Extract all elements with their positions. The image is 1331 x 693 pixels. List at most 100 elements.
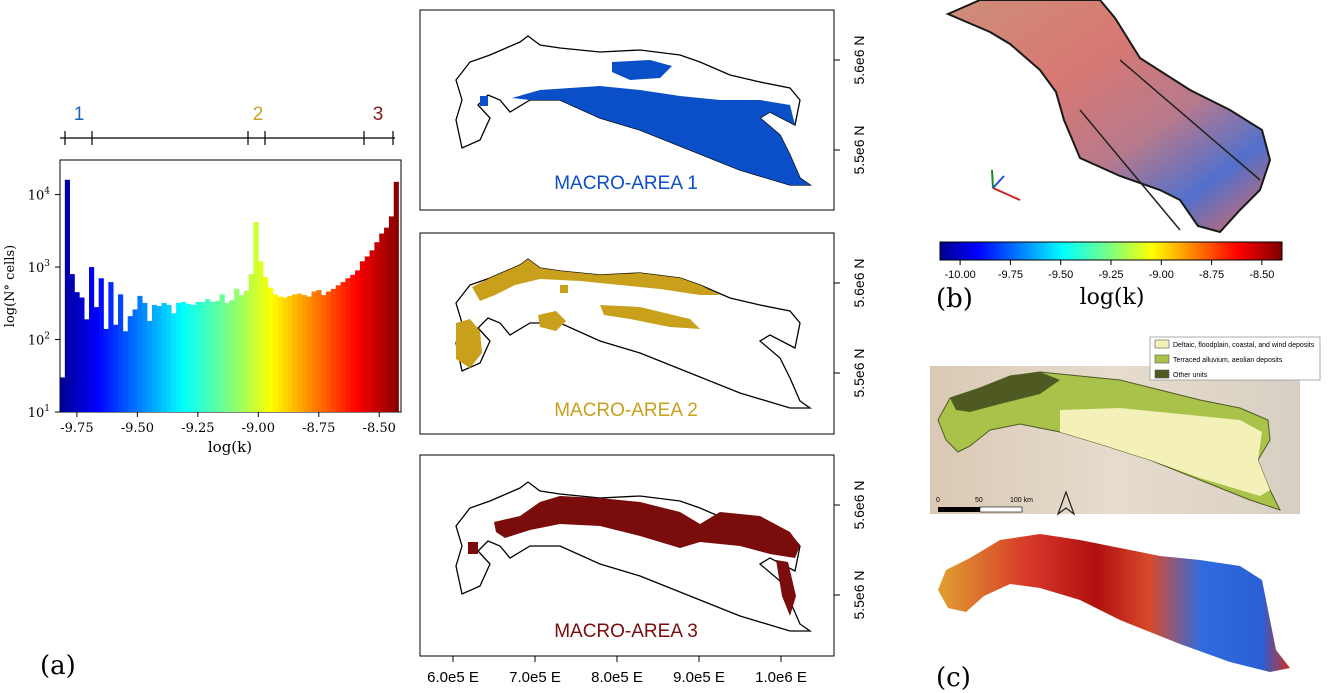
macro-area-maps: MACRO-AREA 1 MACRO-AREA 2 MACRO-AREA 3 5… (419, 9, 867, 686)
map-x-tick-label: 7.0e5 E (509, 669, 561, 686)
scale-bar-label-50: 50 (975, 497, 983, 504)
histogram-bar (137, 295, 143, 412)
panel-b-3d-model: -10.00 -9.75 -9.50 -9.25 -9.00 -8.75 -8.50 log… (936, 0, 1283, 314)
map-x-tick-label: 9.0e5 E (673, 669, 725, 686)
map-y-tick-label: 5.6e6 N (851, 258, 867, 307)
legend-swatch-other (1154, 369, 1170, 379)
area-patch (538, 311, 566, 331)
colorbar-tick-label: -9.25 (1098, 269, 1123, 281)
histogram-bar (229, 300, 235, 412)
histogram-bar (171, 313, 177, 412)
scale-bar-label-100: 100 km (1010, 497, 1033, 504)
area-patch (468, 542, 478, 554)
map-y-ticks: 5.6e6 N 5.5e6 N 5.6e6 N 5.5e6 N 5.6e6 N 5.5e6… (834, 35, 867, 620)
histogram-bar (345, 278, 351, 412)
histogram-bar (243, 290, 249, 412)
histogram-bar (113, 324, 119, 412)
histogram-bar (311, 291, 317, 412)
scale-bar-label-0: 0 (936, 497, 940, 504)
map-3 (455, 481, 813, 632)
legend-swatch-deltaic (1154, 339, 1170, 349)
legend-swatch-terraced (1154, 354, 1170, 364)
histogram-bar (185, 303, 191, 412)
map-y-tick-label: 5.5e6 N (851, 570, 867, 619)
histogram-bar (200, 301, 206, 412)
area-patch (512, 86, 810, 185)
histogram-bar (69, 274, 75, 412)
histogram-bar (355, 270, 361, 412)
legend-box (1149, 336, 1321, 381)
north-arrow-icon (1056, 490, 1076, 516)
histogram-bar (219, 294, 225, 412)
histogram-bar (209, 301, 216, 412)
colorbar-label: log(k) (1080, 285, 1145, 310)
histogram-bar (64, 179, 70, 412)
histogram-bar (238, 295, 245, 412)
histogram-bar (267, 287, 274, 412)
scale-bar: 0 50 100 km (936, 497, 1033, 513)
histogram-bar (263, 276, 269, 412)
area-patch (600, 305, 700, 329)
colorbar-tick-label: -10.00 (945, 269, 976, 281)
map-y-tick-label: 5.6e6 N (851, 480, 867, 529)
histogram-bar (98, 278, 104, 412)
histogram-y-tick-label: 103 (28, 259, 51, 276)
axis-triad-icon (991, 169, 1021, 201)
histogram-bar (393, 181, 399, 412)
colorbar-tick-label: -9.75 (998, 269, 1023, 281)
histogram-bar (321, 295, 327, 412)
histogram-bar (205, 299, 211, 412)
map-label-1: MACRO-AREA 1 (554, 173, 698, 194)
legend-label-deltaic: Deltaic, floodplain, coastal, and wind d… (1173, 342, 1315, 349)
histogram-bar (151, 304, 158, 412)
histogram-bar (326, 291, 332, 412)
histogram-x-tick-label: -8.75 (302, 421, 335, 436)
geology-deltaic-zone (1060, 408, 1270, 496)
histogram-bar (272, 294, 278, 412)
map-x-tick-label: 6.0e5 E (427, 669, 479, 686)
histogram-bar (277, 296, 283, 412)
map-label-3: MACRO-AREA 3 (554, 621, 698, 642)
histogram-bar (224, 302, 230, 412)
histogram-bar (340, 282, 346, 412)
histogram-bar (161, 302, 167, 412)
histogram-bar (214, 301, 220, 412)
histogram-bar (297, 293, 303, 412)
histogram-x-ticks: -9.75 -9.50 -9.25 -9.00 -8.75 -8.50 (60, 412, 396, 436)
histogram-bar (93, 307, 99, 412)
histogram-x-tick-label: -9.00 (242, 421, 275, 436)
macro-area-marker-scale: 1 2 3 (60, 104, 395, 145)
histogram-bar (60, 377, 66, 412)
map-1 (455, 35, 813, 186)
colorbar-tick-label: -9.50 (1048, 269, 1073, 281)
histogram-bar (195, 301, 201, 412)
histogram-bar (359, 261, 366, 412)
histogram-panel: -9.75 -9.50 -9.25 -9.00 -8.75 -8.50 101 102 103… (3, 104, 402, 681)
marker-label-3: 3 (373, 104, 384, 125)
legend-label-terraced: Terraced alluvium, aeolian deposits (1173, 357, 1283, 364)
histogram-bar (166, 304, 172, 412)
histogram-bar (89, 267, 95, 412)
panel-label-a: (a) (40, 651, 76, 681)
histogram-bar (156, 306, 162, 412)
geology-other-units (950, 372, 1060, 412)
histogram-bar (374, 242, 380, 412)
histogram-y-tick-label: 101 (28, 404, 50, 421)
map-2 (455, 258, 813, 409)
risk-map-region (938, 534, 1290, 672)
histogram-x-label: log(k) (208, 438, 252, 456)
histogram-bar (364, 256, 370, 412)
map-x-ticks: 6.0e5 E 7.0e5 E 8.0e5 E 9.0e5 E 1.0e6 E (427, 656, 807, 686)
area-patch (480, 96, 488, 106)
histogram-bar (253, 221, 259, 412)
legend-label-other: Other units (1173, 372, 1208, 379)
3d-permeability-model (945, 0, 1272, 234)
histogram-bar (369, 250, 375, 412)
histogram-bar (118, 294, 124, 412)
histogram-bar (292, 294, 298, 412)
area-patch (560, 285, 568, 293)
map-y-tick-label: 5.5e6 N (851, 348, 867, 397)
histogram-bar (335, 285, 341, 412)
map-frame-3 (419, 454, 835, 657)
